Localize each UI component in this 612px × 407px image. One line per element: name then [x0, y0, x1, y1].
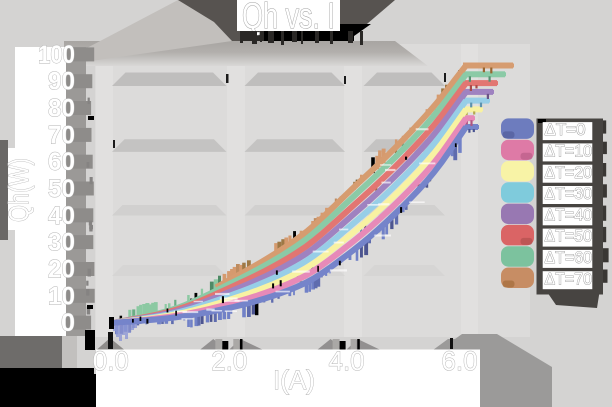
svg-text:Qh(W): Qh(W)	[3, 158, 34, 222]
svg-text:90: 90	[48, 68, 75, 96]
svg-text:ΔT=60: ΔT=60	[545, 249, 593, 267]
svg-text:20: 20	[48, 255, 75, 283]
svg-text:0.0: 0.0	[93, 346, 129, 376]
svg-text:ΔT=50: ΔT=50	[545, 228, 593, 246]
svg-text:ΔT=10: ΔT=10	[545, 143, 593, 161]
svg-text:100: 100	[38, 41, 75, 69]
svg-text:40: 40	[48, 202, 75, 230]
svg-text:4.0: 4.0	[329, 346, 365, 376]
svg-text:30: 30	[48, 229, 75, 257]
svg-text:ΔT=30: ΔT=30	[545, 185, 593, 203]
svg-text:80: 80	[48, 95, 75, 123]
svg-text:2.0: 2.0	[211, 346, 247, 376]
svg-text:ΔT=70: ΔT=70	[545, 270, 593, 288]
svg-text:0: 0	[61, 309, 75, 337]
svg-text:ΔT=0: ΔT=0	[545, 121, 586, 139]
svg-text:6.0: 6.0	[442, 346, 478, 376]
svg-text:60: 60	[48, 148, 75, 176]
svg-text:ΔT=40: ΔT=40	[545, 206, 593, 224]
svg-text:10: 10	[48, 282, 75, 310]
svg-text:70: 70	[48, 121, 75, 149]
svg-text:ΔT=20: ΔT=20	[545, 164, 593, 182]
svg-text:Qh vs. I: Qh vs. I	[242, 0, 335, 36]
svg-text:I(A): I(A)	[273, 365, 315, 395]
svg-text:50: 50	[48, 175, 75, 203]
